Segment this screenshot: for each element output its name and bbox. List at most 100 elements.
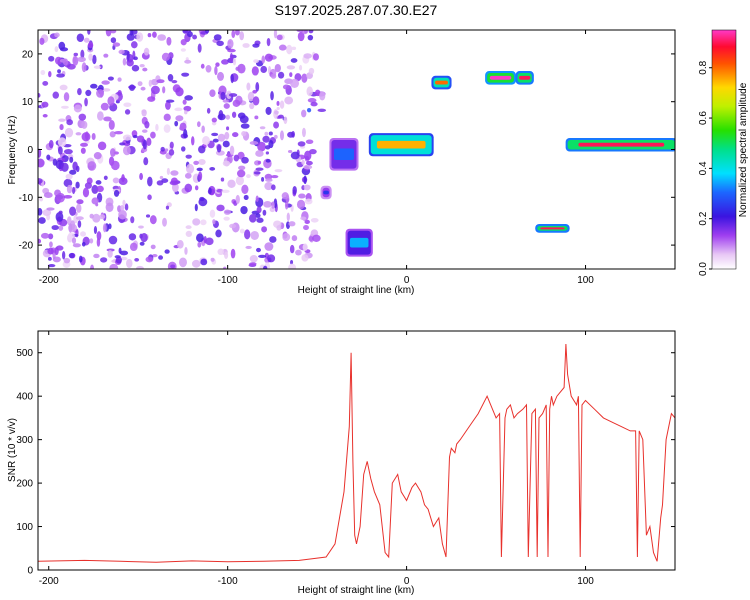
heatmap-speckle — [217, 133, 226, 142]
heatmap-speckle — [287, 149, 293, 153]
heatmap-speckle — [72, 55, 79, 66]
spectrogram-y-ticks: -20 -10 0 10 20 — [19, 49, 675, 252]
heatmap-speckle — [305, 139, 314, 145]
heatmap-speckle — [122, 199, 126, 206]
heatmap-speckle — [276, 101, 280, 106]
heatmap-speckle — [251, 66, 259, 76]
heatmap-speckle — [255, 167, 264, 171]
heatmap-speckle — [139, 64, 145, 68]
y-tick-label: 400 — [16, 392, 33, 403]
heatmap-speckle — [249, 255, 258, 263]
heatmap-speckle — [165, 205, 170, 210]
heatmap-speckle — [157, 34, 167, 41]
heatmap-speckle — [76, 199, 84, 205]
heatmap-speckle — [137, 81, 143, 87]
heatmap-speckle — [99, 214, 106, 220]
heatmap-feature — [306, 89, 327, 113]
heatmap-speckle — [261, 177, 265, 182]
heatmap-feature — [485, 71, 516, 85]
heatmap-speckle — [216, 188, 224, 193]
spectrogram-y-axis-label: Frequency (Hz) — [7, 116, 18, 185]
heatmap-speckle — [289, 72, 293, 78]
heatmap-speckle — [212, 219, 216, 225]
heatmap-speckle — [257, 141, 266, 152]
heatmap-speckle — [273, 121, 280, 129]
heatmap-speckle — [231, 30, 236, 39]
heatmap-speckle — [69, 206, 77, 216]
heatmap-speckle — [111, 160, 120, 171]
heatmap-speckle — [249, 102, 255, 110]
heatmap-speckle — [97, 111, 104, 121]
heatmap-speckle — [81, 120, 88, 129]
heatmap-speckle — [240, 123, 250, 129]
heatmap-speckle — [255, 82, 260, 92]
y-tick-label: -10 — [19, 193, 34, 204]
heatmap-speckle — [255, 195, 259, 202]
heatmap-speckle — [241, 156, 249, 164]
heatmap-speckle — [255, 150, 264, 157]
heatmap-speckle — [38, 178, 43, 184]
heatmap-speckle — [248, 214, 257, 223]
heatmap-speckle — [77, 220, 82, 228]
heatmap-speckle — [105, 202, 114, 213]
heatmap-speckle — [38, 148, 42, 158]
heatmap-speckle — [268, 131, 273, 136]
heatmap-speckle — [93, 65, 101, 69]
heatmap-speckle — [120, 256, 128, 261]
colorbar-tick-label: 0.4 — [698, 161, 709, 175]
heatmap-speckle — [78, 255, 83, 263]
heatmap-speckle — [48, 233, 54, 240]
heatmap-speckle — [41, 101, 49, 108]
heatmap-speckle — [183, 128, 188, 139]
heatmap-speckle — [239, 31, 245, 41]
heatmap-speckle — [265, 145, 271, 150]
heatmap-speckle — [257, 160, 262, 165]
heatmap-speckle — [175, 115, 184, 122]
y-tick-label: 500 — [16, 348, 33, 359]
heatmap-speckle — [43, 192, 53, 199]
heatmap-speckle — [283, 116, 288, 125]
heatmap-speckle — [223, 103, 230, 109]
heatmap-speckle — [126, 59, 134, 67]
heatmap-speckle — [141, 109, 147, 117]
heatmap-speckle — [290, 58, 298, 63]
heatmap-speckle — [279, 100, 285, 109]
spectrogram-x-axis-label: Height of straight line (km) — [298, 285, 415, 296]
heatmap-speckle — [261, 55, 266, 64]
heatmap-speckle — [175, 87, 184, 97]
heatmap-speckle — [263, 201, 272, 208]
heatmap-speckle — [287, 131, 295, 138]
heatmap-speckle — [269, 236, 277, 243]
heatmap-speckle — [130, 216, 135, 224]
heatmap-speckle — [40, 232, 50, 239]
heatmap-speckle — [299, 64, 303, 71]
heatmap-speckle — [222, 160, 231, 167]
heatmap-speckle — [47, 263, 56, 268]
heatmap-speckle — [61, 105, 69, 109]
heatmap-speckle — [122, 145, 131, 156]
heatmap-speckle — [132, 135, 138, 139]
heatmap-speckle — [91, 197, 99, 205]
heatmap-speckle — [263, 265, 268, 269]
heatmap-speckle — [114, 130, 124, 135]
heatmap-speckle — [87, 42, 94, 49]
heatmap-speckle — [107, 76, 114, 81]
spectrogram-heatmap — [38, 30, 675, 269]
heatmap-speckle — [169, 180, 179, 186]
heatmap-speckle — [216, 144, 222, 153]
heatmap-speckle — [81, 62, 87, 73]
heatmap-speckle — [142, 67, 148, 72]
heatmap-speckle — [274, 63, 281, 73]
heatmap-speckle — [112, 42, 121, 47]
heatmap-speckle — [274, 134, 278, 139]
heatmap-speckle — [118, 209, 127, 220]
heatmap-speckle — [304, 219, 310, 225]
heatmap-speckle — [38, 217, 46, 224]
heatmap-speckle — [303, 225, 309, 231]
heatmap-speckle — [38, 238, 42, 244]
heatmap-speckle — [120, 205, 125, 211]
heatmap-speckle — [161, 52, 170, 62]
heatmap-speckle — [75, 132, 82, 136]
heatmap-speckle — [236, 169, 246, 178]
heatmap-speckle — [314, 89, 321, 97]
